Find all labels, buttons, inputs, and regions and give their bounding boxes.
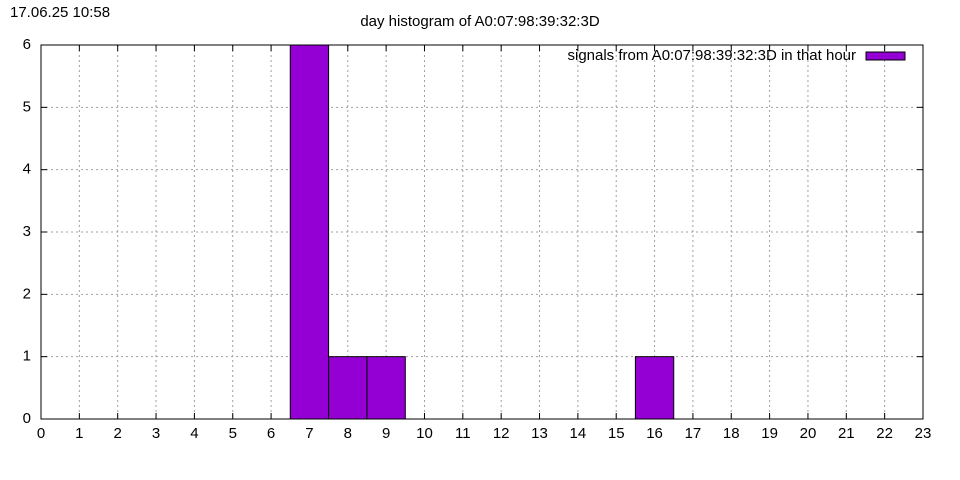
x-tick-label: 4 [190,425,198,442]
bar [328,356,368,420]
x-tick-label: 6 [267,425,275,442]
x-tick-label: 14 [570,425,587,442]
chart-title: day histogram of A0:07:98:39:32:3D [360,13,599,30]
x-tick-label: 13 [531,425,548,442]
x-tick-label: 19 [761,425,778,442]
legend-label: signals from A0:07:98:39:32:3D in that h… [567,47,856,64]
x-tick-label: 8 [344,425,352,442]
y-tick-label: 3 [23,223,31,240]
legend-swatch [865,51,906,61]
x-tick-label: 10 [416,425,433,442]
x-tick-label: 20 [800,425,817,442]
x-tick-label: 0 [37,425,45,442]
x-tick-label: 11 [455,425,471,442]
x-tick-label: 23 [915,425,932,442]
y-tick-label: 5 [23,98,31,115]
bar [289,44,330,420]
x-tick-label: 17 [685,425,702,442]
timestamp: 17.06.25 10:58 [10,4,110,21]
y-tick-label: 2 [23,285,31,302]
x-tick-label: 21 [838,425,855,442]
x-tick-label: 9 [382,425,390,442]
y-tick-label: 6 [23,36,31,53]
x-tick-label: 22 [876,425,893,442]
y-tick-label: 1 [23,348,31,365]
x-tick-label: 5 [229,425,237,442]
bar [366,356,406,420]
x-tick-label: 1 [75,425,83,442]
y-tick-label: 4 [23,161,31,178]
plot-frame [40,44,924,420]
y-tick-label: 0 [23,410,31,427]
x-tick-label: 12 [493,425,510,442]
x-tick-label: 7 [305,425,313,442]
x-tick-label: 18 [723,425,740,442]
x-tick-label: 3 [152,425,160,442]
bar [634,356,675,420]
x-tick-label: 15 [608,425,625,442]
x-tick-label: 2 [114,425,122,442]
x-tick-label: 16 [646,425,663,442]
